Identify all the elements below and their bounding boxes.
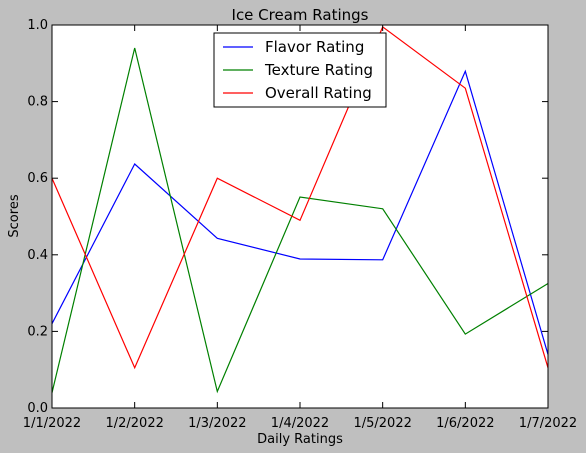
x-tick-label: 1/6/2022: [436, 416, 494, 431]
series-line-texture-rating: [51, 47, 549, 394]
y-tick-label: 0.2: [27, 324, 48, 339]
y-tick-label: 0.8: [27, 95, 48, 110]
series-line-flavor-rating: [51, 69, 549, 355]
y-tick-label: 1.0: [27, 18, 48, 33]
x-tick-label: 1/7/2022: [519, 416, 577, 431]
legend: Flavor Rating Texture Rating Overall Ratin…: [213, 32, 387, 108]
y-tick-label: 0.4: [27, 248, 48, 263]
y-tick-label: 0.6: [27, 171, 48, 186]
x-tick-label: 1/5/2022: [353, 416, 411, 431]
series-line-overall-rating: [51, 25, 549, 370]
y-axis-label: Scores: [7, 194, 22, 237]
chart-title: Ice Cream Ratings: [232, 6, 369, 24]
x-axis-label: Daily Ratings: [257, 432, 343, 447]
x-tick-label: 1/1/2022: [23, 416, 81, 431]
x-tick-label: 1/3/2022: [188, 416, 246, 431]
legend-label: Flavor Rating: [265, 38, 364, 56]
legend-label: Texture Rating: [264, 61, 373, 79]
x-tick-label: 1/4/2022: [271, 416, 329, 431]
y-tick-label: 0.0: [27, 401, 48, 416]
legend-label: Overall Rating: [265, 84, 372, 102]
x-tick-label: 1/2/2022: [105, 416, 163, 431]
